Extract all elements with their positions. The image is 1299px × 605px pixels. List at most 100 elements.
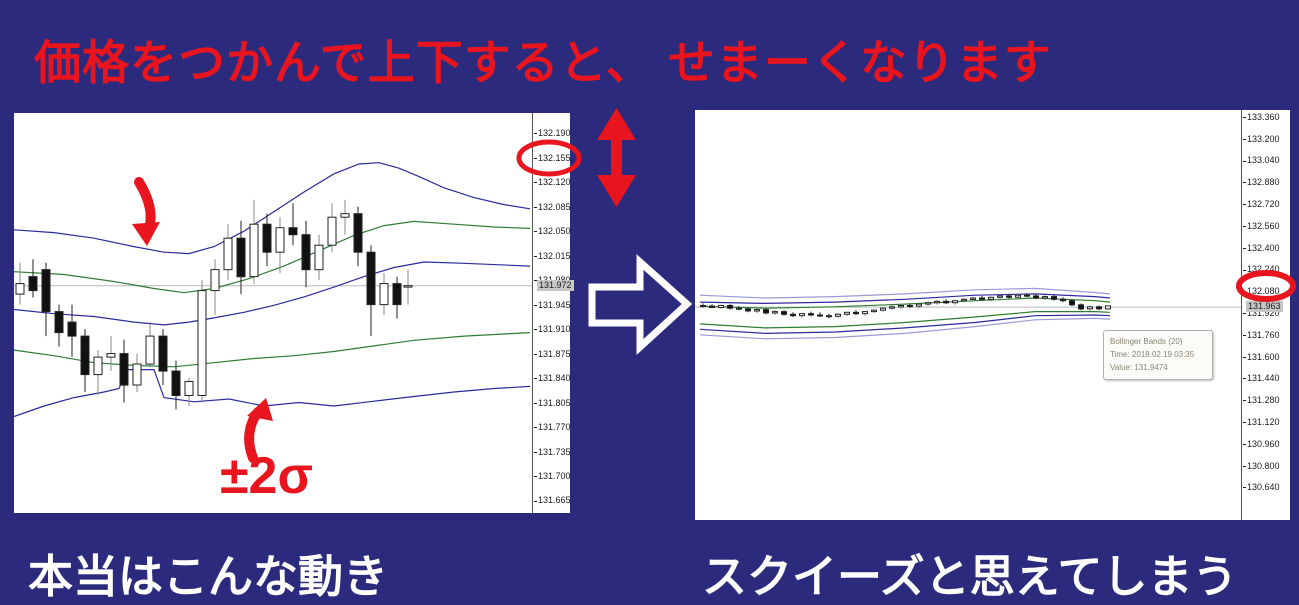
candle-body xyxy=(934,300,940,304)
tooltip-title: Bollinger Bands (20) xyxy=(1110,337,1183,346)
current-price-tag: 131.963 xyxy=(1246,301,1283,313)
axis-tick-label: 133.040 xyxy=(1243,155,1280,165)
axis-tick-label: 132.720 xyxy=(1243,199,1280,209)
candle-body xyxy=(1060,298,1066,302)
axis-tick-label: 132.155 xyxy=(534,153,571,163)
axis-tick-label: 131.600 xyxy=(1243,352,1280,362)
candle-body xyxy=(1042,296,1048,299)
candle-body xyxy=(952,300,958,304)
bollinger-bands xyxy=(699,287,1111,340)
axis-tick-label: 132.080 xyxy=(1243,286,1280,296)
candles xyxy=(700,293,1111,319)
candle-body xyxy=(353,213,363,253)
candle-body xyxy=(1105,305,1111,310)
left-chart: 132.190 132.155 132.120 132.085 132.050 132.0… xyxy=(14,113,574,513)
candle-body xyxy=(862,311,868,315)
caption-right: スクイーズと思えてしまう xyxy=(702,551,1238,602)
candle-body xyxy=(907,305,913,307)
candle-body xyxy=(997,295,1003,298)
page-title: 価格をつかんで上下すると、 せまーくなります xyxy=(34,36,1052,89)
axis-tick-label: 132.015 xyxy=(534,251,571,261)
axis-tick-label: 131.700 xyxy=(534,471,571,481)
candle-body xyxy=(808,313,814,316)
candle-body xyxy=(1015,294,1021,298)
bollinger-bands xyxy=(14,162,531,418)
candle-body xyxy=(1096,306,1102,310)
axis-tick-label: 131.440 xyxy=(1243,373,1280,383)
lower-band-1sigma xyxy=(699,311,1111,329)
axis-tick-label: 131.735 xyxy=(534,447,571,457)
axis-tick-label: 131.910 xyxy=(534,324,571,334)
candle-body xyxy=(943,300,949,304)
candle-body xyxy=(754,309,760,312)
candle-body xyxy=(67,321,77,337)
red-updown-arrow-icon xyxy=(597,108,636,207)
lower-band-2sigma xyxy=(14,369,531,418)
candle-body xyxy=(41,269,51,313)
axis-tick-label: 130.960 xyxy=(1243,439,1280,449)
candle-body xyxy=(301,234,311,271)
candle-body xyxy=(1051,296,1057,300)
candle-body xyxy=(961,298,967,302)
candle-body xyxy=(314,244,324,271)
axis-tick-label: 131.875 xyxy=(534,349,571,359)
candle-body xyxy=(1087,306,1093,310)
candle-body xyxy=(132,363,142,386)
candle-body xyxy=(790,313,796,317)
axis-tick-label: 130.800 xyxy=(1243,461,1280,471)
candle-body xyxy=(340,213,350,218)
axis-tick-label: 131.920 xyxy=(1243,308,1280,318)
candle-body xyxy=(826,315,832,318)
candle-body xyxy=(262,223,272,253)
caption-left: 本当はこんな動き xyxy=(28,551,389,602)
sigma-label: ±2σ xyxy=(220,447,314,505)
candle-body xyxy=(288,227,298,236)
candle-body xyxy=(1069,300,1075,306)
candle-body xyxy=(916,303,922,307)
tooltip-value: Value: 131.9474 xyxy=(1110,363,1168,373)
candle-body xyxy=(835,313,841,317)
candle-body xyxy=(184,381,194,396)
bollinger-tooltip: Bollinger Bands (20) Time: 2018.02.19 03… xyxy=(1103,330,1213,380)
left-chart-price-axis: 132.190 132.155 132.120 132.085 132.050 132.0… xyxy=(532,113,574,513)
candle-body xyxy=(366,251,376,306)
candle-body xyxy=(93,356,103,376)
candle-body xyxy=(249,223,259,278)
candle-body xyxy=(925,302,931,305)
candle-body xyxy=(745,308,751,312)
candle-body xyxy=(28,276,38,292)
candle-body xyxy=(763,309,769,314)
candle-body xyxy=(403,285,413,288)
candle-body xyxy=(1006,295,1012,298)
candle-body xyxy=(275,227,285,253)
candle-body xyxy=(119,353,129,386)
candle-body xyxy=(772,311,778,314)
axis-tick-label: 131.945 xyxy=(534,300,571,310)
axis-tick-label: 131.770 xyxy=(534,422,571,432)
candle-body xyxy=(844,311,850,315)
right-chart-price-axis: 133.360 133.200 133.040 132.880 132.720 132.5… xyxy=(1241,110,1290,520)
outer-lower-band xyxy=(699,317,1111,340)
candles xyxy=(15,199,413,410)
candle-body xyxy=(889,306,895,309)
axis-tick-label: 132.400 xyxy=(1243,243,1280,253)
candle-body xyxy=(988,296,994,300)
candle-body xyxy=(709,305,715,309)
upper-band-2sigma xyxy=(14,162,531,255)
right-chart-plot xyxy=(695,287,1241,340)
candle-body xyxy=(236,237,246,278)
candle-body xyxy=(871,309,877,313)
candle-body xyxy=(1024,294,1030,297)
axis-tick-label: 132.120 xyxy=(534,177,571,187)
axis-tick-label: 132.190 xyxy=(534,128,571,138)
candle-body xyxy=(799,313,805,317)
candle-body xyxy=(979,297,985,300)
candle-body xyxy=(853,311,859,315)
candle-body xyxy=(781,311,787,315)
left-chart-plot xyxy=(14,162,532,418)
axis-tick-label: 131.120 xyxy=(1243,417,1280,427)
candle-body xyxy=(80,335,90,376)
candle-body xyxy=(210,269,220,292)
axis-tick-label: 132.240 xyxy=(1243,264,1280,274)
axis-tick-label: 131.280 xyxy=(1243,395,1280,405)
